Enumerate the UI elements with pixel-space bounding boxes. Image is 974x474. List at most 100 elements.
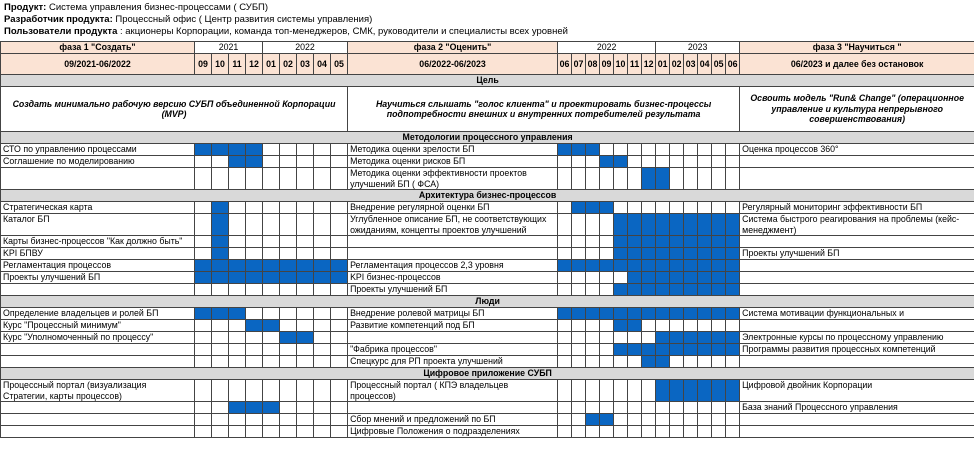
gantt-cell: [641, 235, 657, 248]
task-row: Проекты улучшений БП KPI бизнес-процессов: [0, 271, 974, 284]
gantt-cell: [571, 283, 587, 296]
gantt-cell: [641, 307, 657, 320]
gantt-cell: [296, 143, 315, 156]
gantt-cell: [228, 271, 246, 284]
gantt-cell: [244, 379, 264, 402]
gantt-cell: [585, 271, 601, 284]
gantt-cell: [613, 319, 629, 332]
task-phase2: [347, 331, 559, 344]
gantt-cell: [655, 155, 671, 168]
gantt-cell: [683, 319, 699, 332]
gantt-cell: [262, 343, 281, 356]
gantt-cell: [711, 247, 727, 260]
gantt-cell: [669, 235, 685, 248]
task-phase2: [347, 401, 559, 414]
gantt-cell: [585, 425, 601, 438]
gantt-cell: [571, 401, 587, 414]
gantt-cell: [683, 259, 699, 272]
gantt-cell: [279, 247, 298, 260]
gantt-cell: [669, 379, 685, 402]
gantt-cell: [262, 283, 281, 296]
gantt-cell: [669, 201, 685, 214]
task-phase3: Проекты улучшений БП: [739, 247, 974, 260]
gantt-cell: [725, 319, 741, 332]
gantt-cell: [330, 413, 349, 426]
gantt-cell: [296, 401, 315, 414]
gantt-cell: [599, 379, 615, 402]
gantt-cell: [557, 413, 573, 426]
gantt-cell: [669, 259, 685, 272]
gantt-cell: [571, 235, 587, 248]
gantt-cell: [279, 343, 298, 356]
gantt-cell: [313, 235, 332, 248]
task-phase1: Определение владельцев и ролей БП: [0, 307, 195, 320]
gantt-cell: [655, 401, 671, 414]
gantt-cell: [669, 167, 685, 190]
gantt-cell: [571, 379, 587, 402]
gantt-cell: [194, 343, 212, 356]
gantt-cell: [585, 355, 601, 368]
month: 06: [725, 53, 741, 75]
gantt-cell: [228, 319, 246, 332]
gantt-cell: [697, 259, 713, 272]
gantt-cell: [613, 235, 629, 248]
gantt-cell: [585, 235, 601, 248]
gantt-cell: [571, 155, 587, 168]
gantt-cell: [557, 379, 573, 402]
gantt-cell: [313, 331, 332, 344]
header-label: Пользователи продукта: [4, 26, 118, 37]
task-row: Процессный портал (визуализация Стратеги…: [0, 379, 974, 402]
gantt-cell: [211, 235, 229, 248]
gantt-cell: [296, 425, 315, 438]
gantt-cell: [262, 259, 281, 272]
gantt-cell: [330, 213, 349, 236]
gantt-cell: [655, 425, 671, 438]
gantt-cell: [330, 319, 349, 332]
gantt-cell: [194, 259, 212, 272]
task-phase3: [739, 283, 974, 296]
gantt-cell: [279, 413, 298, 426]
gantt-cell: [669, 425, 685, 438]
gantt-cell: [228, 201, 246, 214]
gantt-cell: [725, 247, 741, 260]
gantt-cell: [613, 167, 629, 190]
phase-period: 09/2021-06/2022: [0, 53, 195, 75]
gantt-cell: [725, 235, 741, 248]
gantt-cell: [262, 331, 281, 344]
phase-period: 06/2023 и далее без остановок: [739, 53, 974, 75]
gantt-cell: [279, 331, 298, 344]
gantt-cell: [211, 155, 229, 168]
gantt-cell: [627, 319, 643, 332]
task-phase3: [739, 413, 974, 426]
task-row: Регламентация процессов Регламентация про…: [0, 259, 974, 272]
gantt-cell: [557, 319, 573, 332]
gantt-cell: [669, 247, 685, 260]
gantt-cell: [669, 355, 685, 368]
gantt-cell: [244, 235, 264, 248]
task-phase1: Каталог БП: [0, 213, 195, 236]
gantt-cell: [262, 307, 281, 320]
gantt-cell: [711, 235, 727, 248]
task-phase2: Внедрение регулярной оценки БП: [347, 201, 559, 214]
gantt-cell: [296, 331, 315, 344]
header-label: Продукт:: [4, 2, 47, 13]
month: 12: [641, 53, 657, 75]
gantt-cell: [211, 319, 229, 332]
gantt-cell: [296, 247, 315, 260]
gantt-cell: [627, 167, 643, 190]
gantt-cell: [279, 235, 298, 248]
gantt-cell: [627, 401, 643, 414]
gantt-cell: [613, 307, 629, 320]
gantt-cell: [330, 307, 349, 320]
gantt-cell: [599, 167, 615, 190]
gantt-cell: [725, 343, 741, 356]
section-title: Архитектура бизнес-процессов: [0, 189, 974, 202]
gantt-cell: [313, 259, 332, 272]
gantt-cell: [228, 425, 246, 438]
gantt-cell: [697, 425, 713, 438]
gantt-cell: [194, 413, 212, 426]
task-phase2: Цифровые Положения о подразделениях: [347, 425, 559, 438]
gantt-cell: [683, 307, 699, 320]
gantt-cell: [697, 413, 713, 426]
gantt-cell: [557, 331, 573, 344]
